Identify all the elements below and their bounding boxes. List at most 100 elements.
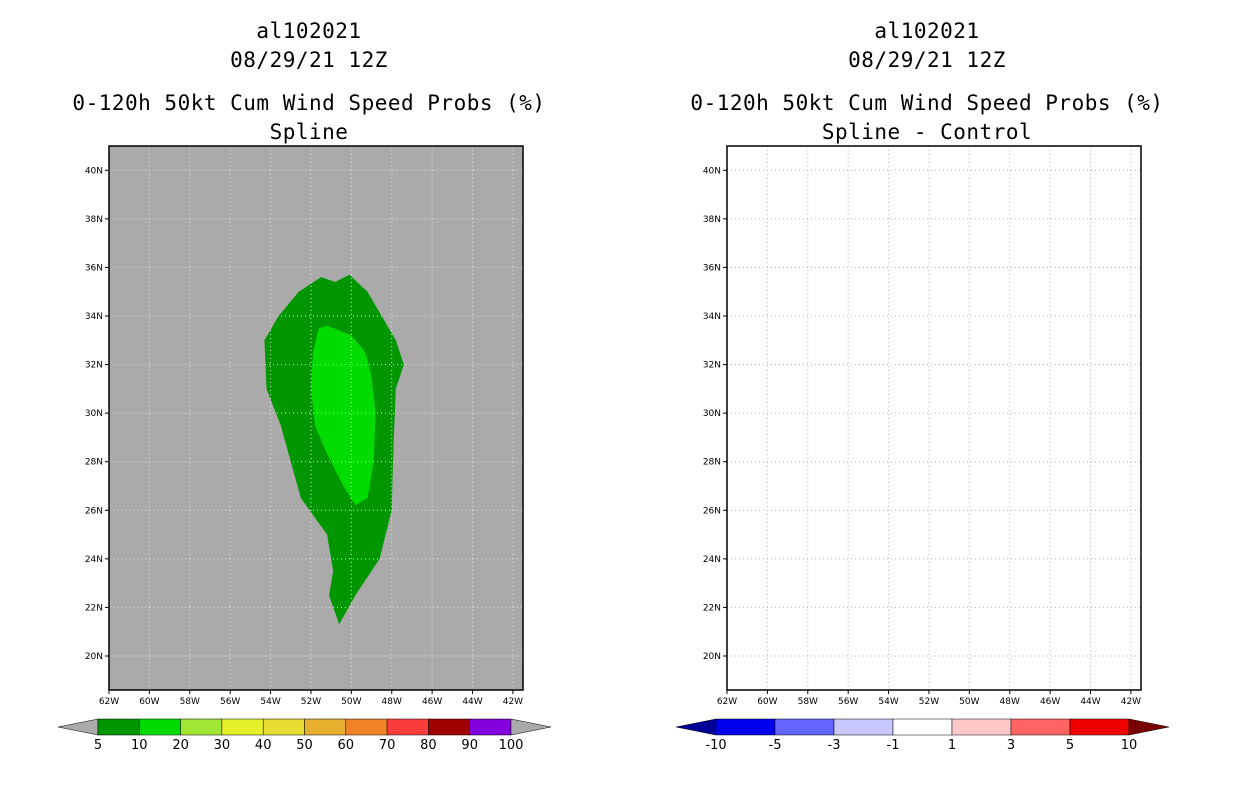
colorbar-swatch bbox=[97, 718, 140, 736]
colorbar-swatch bbox=[469, 718, 512, 736]
y-tick-label: 34N bbox=[85, 312, 103, 322]
colorbar-label: -10 bbox=[705, 738, 726, 753]
storm-id-title: al102021 bbox=[874, 19, 980, 43]
y-tick-label: 32N bbox=[703, 361, 721, 371]
colorbar-label: 70 bbox=[379, 738, 396, 753]
product-title: 0-120h 50kt Cum Wind Speed Probs (%) bbox=[72, 91, 546, 115]
y-tick-label: 40N bbox=[85, 166, 103, 176]
y-tick-label: 24N bbox=[85, 555, 103, 565]
y-tick-label: 20N bbox=[703, 652, 721, 662]
colorbar-label: 5 bbox=[1066, 738, 1074, 753]
colorbar-under-arrow bbox=[675, 718, 717, 736]
storm-id-title: al102021 bbox=[256, 19, 362, 43]
y-tick-label: 30N bbox=[85, 409, 103, 419]
colorbar-label: 5 bbox=[94, 738, 102, 753]
colorbar-swatch bbox=[139, 718, 181, 736]
product-title: 0-120h 50kt Cum Wind Speed Probs (%) bbox=[690, 91, 1164, 115]
y-tick-label: 36N bbox=[703, 263, 721, 273]
x-tick-label: 46W bbox=[422, 697, 442, 707]
y-tick-label: 40N bbox=[703, 166, 721, 176]
x-tick-label: 44W bbox=[462, 697, 482, 707]
x-tick-label: 54W bbox=[878, 697, 898, 707]
y-tick-label: 36N bbox=[85, 263, 103, 273]
colorbar-swatch bbox=[304, 718, 347, 736]
colorbar-swatch bbox=[221, 718, 264, 736]
colorbar-swatch bbox=[386, 718, 429, 736]
plot-frame bbox=[108, 145, 524, 691]
x-tick-label: 62W bbox=[99, 697, 119, 707]
colorbar-over-arrow bbox=[1128, 718, 1170, 736]
right-map-chart: 62W 60W 58W 56W 54W 52W 50W 48W 46W 44W 42W 20N 22N 2… bbox=[675, 145, 1170, 753]
x-tick-label: 48W bbox=[382, 697, 402, 707]
x-tick-label: 56W bbox=[838, 697, 858, 707]
colorbar-label: 1 bbox=[948, 738, 956, 753]
y-tick-label: 32N bbox=[85, 361, 103, 371]
x-tick-label: 58W bbox=[180, 697, 200, 707]
x-tick-label: 48W bbox=[1000, 697, 1020, 707]
y-tick-label: 20N bbox=[85, 652, 103, 662]
colorbar-swatch bbox=[428, 718, 470, 736]
x-tick-label: 60W bbox=[757, 697, 777, 707]
colorbar-label: 20 bbox=[172, 738, 189, 753]
x-tick-label: 52W bbox=[301, 697, 321, 707]
y-tick-label: 30N bbox=[703, 409, 721, 419]
colorbar-swatch bbox=[892, 718, 953, 736]
y-tick-label: 38N bbox=[703, 215, 721, 225]
x-tick-label: 54W bbox=[260, 697, 280, 707]
colorbar-swatch bbox=[951, 718, 1012, 736]
colorbar-swatch bbox=[345, 718, 388, 736]
y-tick-label: 28N bbox=[703, 458, 721, 468]
right-panel: al102021 08/29/21 12Z 0-120h 50kt Cum Wi… bbox=[618, 0, 1236, 800]
x-tick-label: 42W bbox=[503, 697, 523, 707]
y-tick-label: 22N bbox=[703, 603, 721, 613]
x-tick-label: 62W bbox=[717, 697, 737, 707]
x-tick-label: 42W bbox=[1121, 697, 1141, 707]
method-subtitle: Spline - Control bbox=[821, 120, 1033, 144]
datetime-title: 08/29/21 12Z bbox=[848, 48, 1006, 72]
left-map-chart: 62W 60W 58W 56W 54W 52W 50W 48W 46W 44W 42W 20N 22N 2… bbox=[57, 145, 552, 753]
y-tick-label: 38N bbox=[85, 215, 103, 225]
y-tick-label: 22N bbox=[85, 603, 103, 613]
y-tick-label: 34N bbox=[703, 312, 721, 322]
colorbar-label: 80 bbox=[420, 738, 437, 753]
x-tick-label: 60W bbox=[139, 697, 159, 707]
contour-10-20pct bbox=[311, 325, 376, 506]
y-tick-label: 26N bbox=[703, 506, 721, 516]
x-tick-label: 50W bbox=[959, 697, 979, 707]
colorbar-swatch bbox=[715, 718, 776, 736]
colorbar-swatch bbox=[262, 718, 305, 736]
x-tick-label: 56W bbox=[220, 697, 240, 707]
colorbar-swatch bbox=[180, 718, 223, 736]
colorbar-label: 90 bbox=[461, 738, 478, 753]
y-tick-label: 24N bbox=[703, 555, 721, 565]
colorbar-label: 60 bbox=[338, 738, 355, 753]
colorbar-label: 3 bbox=[1007, 738, 1015, 753]
y-tick-label: 28N bbox=[85, 458, 103, 468]
x-tick-label: 50W bbox=[341, 697, 361, 707]
plot-frame bbox=[726, 145, 1142, 691]
colorbar-label: 100 bbox=[499, 738, 524, 753]
colorbar-swatch bbox=[1069, 718, 1130, 736]
colorbar-under-arrow bbox=[57, 718, 99, 736]
colorbar-swatch bbox=[1010, 718, 1071, 736]
colorbar-label: -1 bbox=[887, 738, 900, 753]
left-panel: al102021 08/29/21 12Z 0-120h 50kt Cum Wi… bbox=[57, 19, 552, 753]
colorbar-label: 30 bbox=[214, 738, 231, 753]
colorbar-label: 10 bbox=[131, 738, 148, 753]
colorbar-over-arrow bbox=[510, 718, 552, 736]
colorbar-label: 50 bbox=[296, 738, 313, 753]
plot-background bbox=[727, 146, 1141, 690]
colorbar-label: 40 bbox=[255, 738, 272, 753]
colorbar-swatch bbox=[833, 718, 894, 736]
method-subtitle: Spline bbox=[269, 120, 349, 144]
y-tick-label: 26N bbox=[85, 506, 103, 516]
x-tick-label: 44W bbox=[1080, 697, 1100, 707]
colorbar-label: 10 bbox=[1121, 738, 1138, 753]
colorbar-label: -3 bbox=[828, 738, 841, 753]
colorbar-label: -5 bbox=[769, 738, 782, 753]
datetime-title: 08/29/21 12Z bbox=[230, 48, 388, 72]
x-tick-label: 52W bbox=[919, 697, 939, 707]
x-tick-label: 46W bbox=[1040, 697, 1060, 707]
x-tick-label: 58W bbox=[798, 697, 818, 707]
colorbar-swatch bbox=[774, 718, 835, 736]
